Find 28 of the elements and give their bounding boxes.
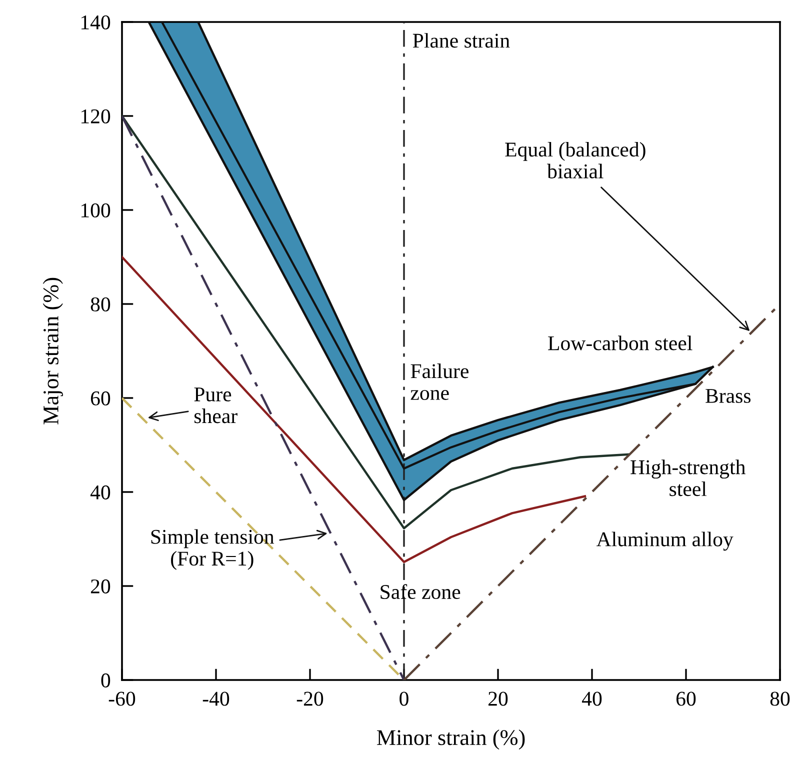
x-tick-label: -40 xyxy=(202,692,230,706)
y-tick-label: 140 xyxy=(81,15,110,30)
annotation: Equal (balanced) biaxial xyxy=(505,142,646,178)
x-tick-label: 20 xyxy=(488,692,508,706)
y-tick-label: 80 xyxy=(90,297,110,312)
y-tick-label: 20 xyxy=(90,579,110,594)
annotation: Failure zone xyxy=(410,364,468,400)
y-tick-label: 120 xyxy=(81,109,110,124)
annotation: Safe zone xyxy=(380,584,460,600)
x-tick-label: 80 xyxy=(770,692,790,706)
annotation: Brass xyxy=(706,389,751,403)
y-tick-label: 60 xyxy=(90,391,110,406)
y-tick-label: 0 xyxy=(101,673,110,688)
y-axis-title: Major strain (%) xyxy=(42,278,63,424)
x-axis-title: Minor strain (%) xyxy=(376,729,525,750)
x-tick-label: 0 xyxy=(400,692,408,706)
x-tick-label: -60 xyxy=(108,692,136,706)
annotation: High-strength steel xyxy=(630,460,746,496)
annotation: Pure shear xyxy=(194,388,238,424)
annotation: Aluminum alloy xyxy=(596,532,734,551)
x-tick-label: 40 xyxy=(582,692,602,706)
x-tick-label: 60 xyxy=(676,692,696,706)
annotation: Low-carbon steel xyxy=(548,336,692,350)
y-tick-label: 100 xyxy=(81,203,110,218)
x-tick-label: -20 xyxy=(296,692,324,706)
y-tick-label: 40 xyxy=(90,485,110,500)
ref-line-label: Plane strain xyxy=(412,33,510,48)
annotation: Simple tension (For R=1) xyxy=(151,529,274,570)
